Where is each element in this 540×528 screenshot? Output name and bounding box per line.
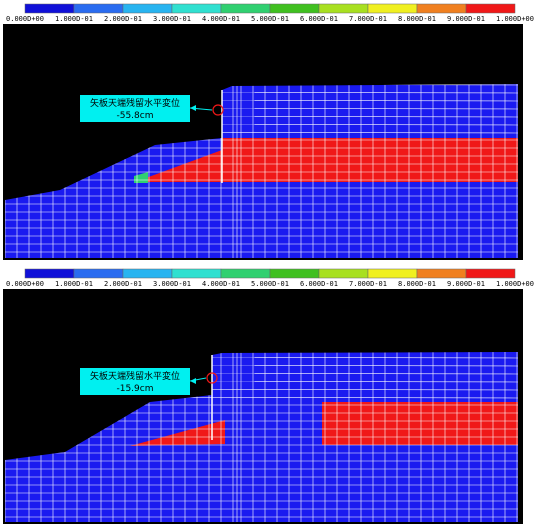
legend-label: 2.000D-01 bbox=[104, 280, 142, 288]
plastic-zone bbox=[130, 420, 225, 446]
legend-label: 0.000D+00 bbox=[6, 280, 44, 288]
legend-label: 5.000D-01 bbox=[251, 15, 289, 23]
panel: 0.000D+00 1.000D-01 2.000D-01 3.000D-01 4.00… bbox=[3, 268, 534, 524]
mesh-lines bbox=[5, 352, 518, 522]
arrow-head bbox=[190, 378, 196, 384]
legend-swatch bbox=[269, 3, 320, 14]
legend-swatch bbox=[24, 268, 75, 279]
legend-label: 1.000D+00 bbox=[496, 15, 534, 23]
legend-swatch bbox=[171, 3, 222, 14]
legend-label: 4.000D-01 bbox=[202, 15, 240, 23]
legend-swatch bbox=[465, 3, 516, 14]
panel: 0.000D+00 1.000D-01 2.000D-01 3.000D-01 4.00… bbox=[3, 3, 534, 260]
legend-swatch bbox=[73, 3, 124, 14]
legend-swatch bbox=[416, 268, 467, 279]
annotation-label: 矢板天端残留水平変位 bbox=[90, 370, 180, 382]
legend-label: 0.000D+00 bbox=[6, 15, 44, 23]
legend-label: 9.000D-01 bbox=[447, 15, 485, 23]
legend-label: 8.000D-01 bbox=[398, 280, 436, 288]
legend-label: 3.000D-01 bbox=[153, 280, 191, 288]
arrow-head bbox=[190, 105, 196, 111]
legend-swatch bbox=[171, 268, 222, 279]
plastic-zone bbox=[222, 138, 518, 182]
legend-label: 1.000D-01 bbox=[55, 280, 93, 288]
legend-swatch bbox=[318, 268, 369, 279]
legend-swatch bbox=[122, 3, 173, 14]
annotation-value: -55.8cm bbox=[116, 111, 153, 121]
legend-swatch bbox=[73, 268, 124, 279]
legend-swatch bbox=[367, 268, 418, 279]
target-circle bbox=[212, 104, 224, 116]
legend-swatch bbox=[220, 3, 271, 14]
target-circle bbox=[206, 372, 218, 384]
legend-label: 5.000D-01 bbox=[251, 280, 289, 288]
legend-swatch bbox=[269, 268, 320, 279]
legend-swatch bbox=[318, 3, 369, 14]
annotation-label: 矢板天端残留水平変位 bbox=[90, 97, 180, 109]
annotation-value: -15.9cm bbox=[116, 384, 153, 394]
legend-label: 9.000D-01 bbox=[447, 280, 485, 288]
legend-label: 1.000D-01 bbox=[55, 15, 93, 23]
legend-label: 4.000D-01 bbox=[202, 280, 240, 288]
legend-swatch bbox=[367, 3, 418, 14]
legend-swatch bbox=[465, 268, 516, 279]
legend-swatch bbox=[24, 3, 75, 14]
legend-swatch bbox=[416, 3, 467, 14]
plastic-zone bbox=[135, 150, 222, 182]
legend-label: 6.000D-01 bbox=[300, 280, 338, 288]
annotation-box bbox=[80, 368, 190, 395]
legend-label: 8.000D-01 bbox=[398, 15, 436, 23]
legend-label: 7.000D-01 bbox=[349, 280, 387, 288]
annotation-box bbox=[80, 95, 190, 122]
legend-label: 1.000D+00 bbox=[496, 280, 534, 288]
legend-label: 6.000D-01 bbox=[300, 15, 338, 23]
plastic-zone bbox=[322, 402, 518, 445]
legend-swatch bbox=[122, 268, 173, 279]
legend-label: 7.000D-01 bbox=[349, 15, 387, 23]
legend-swatch bbox=[220, 268, 271, 279]
legend-label: 2.000D-01 bbox=[104, 15, 142, 23]
legend-label: 3.000D-01 bbox=[153, 15, 191, 23]
